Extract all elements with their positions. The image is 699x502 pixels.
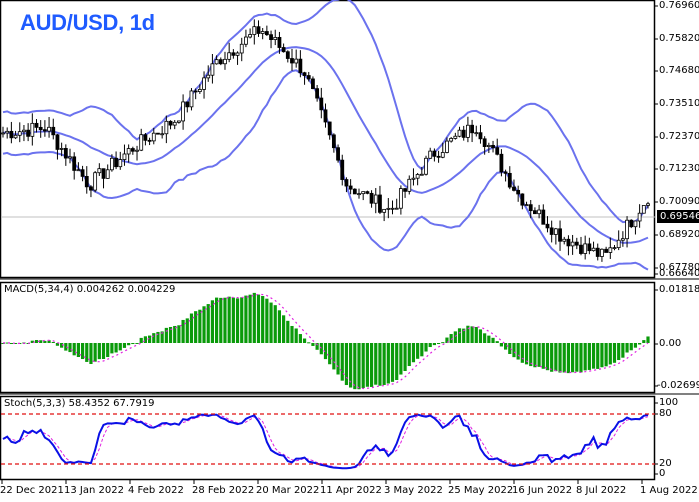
date-tick: 16 Jun 2022 xyxy=(512,485,573,496)
date-tick: 1 Aug 2022 xyxy=(640,485,698,496)
candlesticks xyxy=(1,19,650,262)
price-tick: 0.76960 xyxy=(659,0,699,11)
date-tick: 22 Dec 2021 xyxy=(0,485,64,496)
current-price-tag: 0.69546 xyxy=(657,210,699,223)
price-tick: 0.75820 xyxy=(659,33,699,44)
stoch-tick: 20 xyxy=(659,458,672,469)
date-tick: 11 Apr 2022 xyxy=(320,485,382,496)
date-tick: 28 Feb 2022 xyxy=(192,485,255,496)
macd-histogram xyxy=(1,292,650,390)
price-tick: 0.72370 xyxy=(659,131,699,142)
price-tick: 0.68920 xyxy=(659,229,699,240)
price-tick: 0.70090 xyxy=(659,196,699,207)
macd-label: MACD(5,34,4) 0.004262 0.004229 xyxy=(4,284,176,295)
stoch-tick: 80 xyxy=(659,408,672,419)
price-tick: 0.67780 xyxy=(659,262,699,273)
stoch-tick: 100 xyxy=(659,397,679,408)
macd-tick: -0.026994 xyxy=(657,380,699,391)
stochastic-lines xyxy=(2,413,649,470)
macd-tick: 0.00 xyxy=(659,338,682,349)
stoch-label: Stoch(5,3,3) 58.4352 67.7919 xyxy=(4,398,155,409)
date-tick: 3 May 2022 xyxy=(384,485,443,496)
price-tick: 0.74680 xyxy=(659,65,699,76)
macd-tick: 0.018188 xyxy=(659,284,699,295)
date-tick: 13 Jan 2022 xyxy=(64,485,124,496)
date-tick: 20 Mar 2022 xyxy=(256,485,320,496)
stoch-frame xyxy=(0,395,656,481)
date-tick: 4 Feb 2022 xyxy=(128,485,184,496)
price-tick: 0.73510 xyxy=(659,98,699,109)
macd-frame xyxy=(0,281,656,394)
date-tick: 8 Jul 2022 xyxy=(576,485,627,496)
chart-title: AUD/USD, 1d xyxy=(20,10,155,35)
price-tick: 0.71230 xyxy=(659,163,699,174)
stoch-tick: 0 xyxy=(659,468,666,479)
date-tick: 25 May 2022 xyxy=(448,485,514,496)
price-tick: 0.66640 xyxy=(659,268,699,279)
main-chart-frame xyxy=(0,0,656,279)
